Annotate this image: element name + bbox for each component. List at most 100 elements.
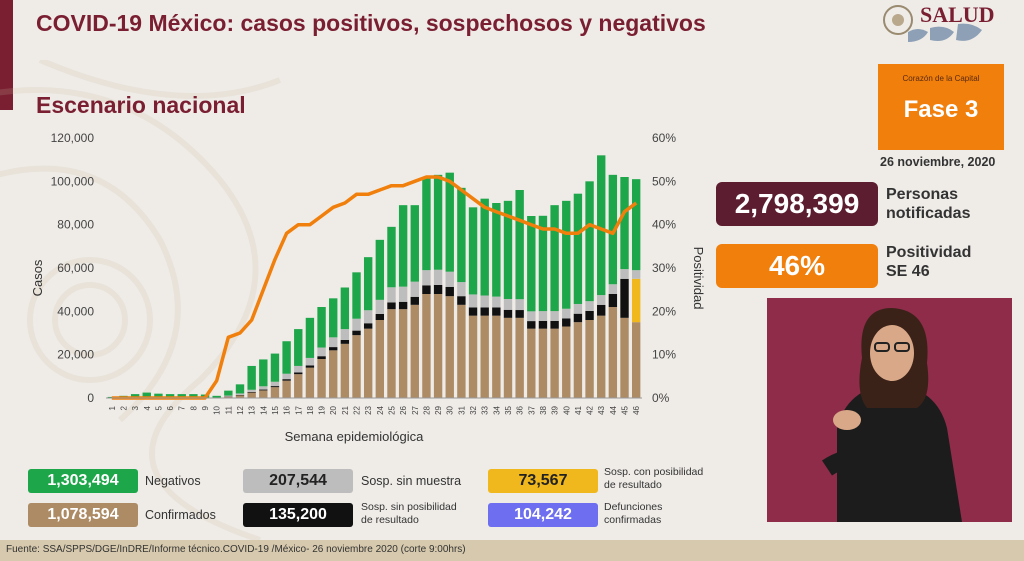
bar-segment-negativos (177, 394, 186, 398)
bar-segment-sosp-sin-posibilidad-de-resultado (445, 286, 454, 297)
bar-segment-confirmados (282, 380, 291, 398)
legend-sosp-con-pos-line2: de resultado (604, 479, 662, 491)
x-tick-label: 34 (492, 405, 501, 414)
logo-text: SALUD (920, 2, 995, 27)
x-tick-label: 27 (411, 405, 420, 414)
bar-segment-sosp-sin-muestra (573, 303, 583, 314)
bar-segment-sosp-sin-posibilidad-de-resultado (527, 321, 536, 329)
bar-segment-sosp-sin-muestra (294, 365, 303, 373)
bar-segment-confirmados (340, 343, 350, 398)
y-tick-label: 120,000 (51, 131, 95, 145)
bar-segment-negativos (562, 200, 571, 309)
y2-tick-label: 10% (652, 348, 676, 362)
x-tick-label: 10 (213, 405, 222, 414)
bar-segment-sosp-sin-muestra (224, 395, 233, 397)
positividad-label-line1: Positividad (886, 244, 972, 261)
bar-segment-sosp-sin-posibilidad-de-resultado (422, 285, 431, 294)
x-tick-label: 14 (259, 405, 268, 414)
bar-segment-sosp-sin-muestra (305, 357, 315, 366)
bar-segment-negativos (585, 181, 594, 302)
bar-segment-sosp-sin-muestra (282, 373, 291, 380)
legend-sosp-con-pos-value: 73,567 (488, 469, 598, 493)
bar-segment-confirmados (585, 320, 594, 398)
bar-segment-sosp-sin-posibilidad-de-resultado (585, 310, 594, 320)
legend-sosp-sin-muestra-value: 207,544 (243, 469, 353, 493)
x-tick-label: 25 (387, 405, 396, 414)
bar-segment-negativos (259, 359, 268, 387)
bar-segment-confirmados (573, 322, 583, 398)
bar-segment-sosp-sin-muestra (410, 281, 419, 297)
x-tick-label: 28 (422, 405, 431, 414)
bar-segment-confirmados (224, 396, 233, 398)
bar-segment-confirmados (538, 328, 548, 398)
bar-segment-negativos (433, 174, 443, 270)
bar-segment-sosp-sin-posibilidad-de-resultado (620, 278, 629, 318)
y2-axis-title: Positividad (691, 247, 706, 310)
personas-label-line1: Personas (886, 186, 959, 203)
bar-segment-sosp-sin-muestra (422, 270, 431, 286)
bar-segment-sosp-sin-muestra (317, 347, 326, 357)
bar-segment-negativos (212, 395, 221, 398)
bar-segment-sosp-sin-muestra (468, 294, 478, 308)
bar-segment-confirmados (387, 309, 396, 398)
bar-segment-sosp-sin-muestra (631, 270, 641, 279)
bar-segment-confirmados (503, 317, 513, 398)
bar-segment-sosp-sin-muestra (503, 298, 513, 310)
x-tick-label: 4 (143, 405, 152, 410)
bar-segment-confirmados (492, 315, 501, 398)
x-tick-label: 29 (434, 405, 443, 414)
x-tick-label: 8 (189, 405, 198, 410)
page-subtitle: Escenario nacional (36, 92, 246, 118)
x-tick-label: 45 (621, 405, 630, 414)
legend-sosp-sin-pos-line2: de resultado (361, 514, 419, 526)
bar-segment-sosp-sin-posibilidad-de-resultado (259, 389, 268, 391)
y-tick-label: 40,000 (57, 304, 94, 318)
x-tick-label: 38 (539, 405, 548, 414)
bar-segment-negativos (538, 215, 548, 312)
bar-segment-confirmados (527, 328, 536, 398)
bar-segment-negativos (480, 198, 489, 296)
bar-segment-sosp-sin-posibilidad-de-resultado (352, 330, 361, 336)
bar-segment-confirmados (247, 392, 256, 398)
bar-segment-confirmados (631, 322, 641, 398)
bar-segment-sosp-sin-muestra (235, 393, 245, 395)
bar-segment-confirmados (270, 387, 280, 398)
y-tick-label: 0 (87, 391, 94, 405)
bar-segment-sosp-sin-posibilidad-de-resultado (387, 302, 396, 310)
y2-tick-label: 40% (652, 218, 676, 232)
bar-segment-confirmados (608, 307, 618, 398)
x-tick-label: 31 (457, 405, 466, 414)
y2-tick-label: 0% (652, 391, 670, 405)
x-tick-label: 37 (527, 405, 536, 414)
bar-segment-confirmados (259, 390, 268, 398)
phase-box: Corazón de la Capital Fase 3 (878, 64, 1004, 150)
personas-notificadas-label: Personas notificadas (886, 185, 970, 223)
legend-sosp-sin-pos-label: Sosp. sin posibilidad de resultado (361, 501, 457, 527)
bar-segment-confirmados (457, 304, 466, 398)
bar-segment-sosp-sin-posibilidad-de-resultado (247, 391, 256, 393)
x-tick-label: 46 (632, 405, 641, 414)
x-tick-label: 11 (224, 405, 233, 414)
bar-segment-sosp-sin-posibilidad-de-resultado (538, 320, 548, 329)
background-pattern (0, 60, 282, 540)
bar-segment-sosp-sin-muestra (585, 301, 594, 311)
bar-segment-confirmados (562, 326, 571, 398)
bar-segment-sosp-sin-posibilidad-de-resultado (597, 304, 606, 316)
bar-segment-sosp-sin-posibilidad-de-resultado (317, 356, 326, 359)
x-tick-label: 15 (271, 405, 280, 414)
x-tick-label: 16 (283, 405, 292, 414)
x-tick-label: 6 (166, 405, 175, 410)
bar-segment-sosp-sin-muestra (527, 311, 536, 322)
x-tick-label: 20 (329, 405, 338, 414)
bar-segment-negativos (410, 205, 419, 282)
bar-segment-confirmados (597, 315, 606, 398)
y-tick-label: 60,000 (57, 261, 94, 275)
bar-segment-negativos (329, 298, 338, 338)
personas-label-line2: notificadas (886, 205, 971, 222)
bar-segment-confirmados (480, 315, 489, 398)
x-tick-label: 12 (236, 405, 245, 414)
legend-confirmados-label: Confirmados (145, 508, 216, 522)
bar-segment-negativos (282, 341, 291, 374)
bar-segment-confirmados (410, 304, 419, 398)
bar-segment-sosp-sin-muestra (480, 295, 489, 308)
